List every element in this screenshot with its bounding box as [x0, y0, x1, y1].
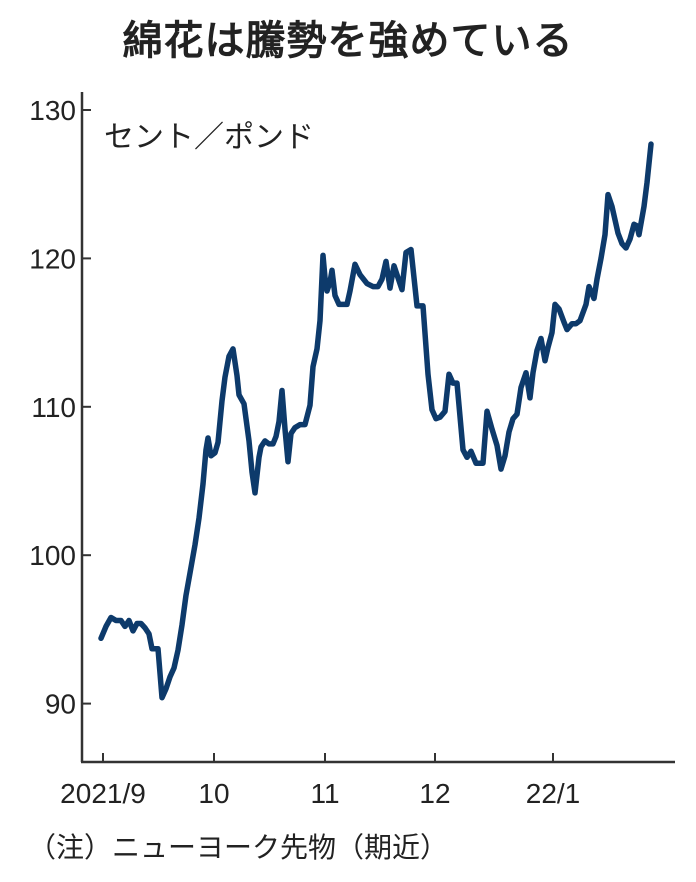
unit-label: セント／ポンド [104, 120, 314, 155]
x-tick-label: 22/1 [526, 778, 581, 809]
cotton-price-line [98, 141, 654, 701]
x-tick-label: 11 [310, 778, 339, 809]
chart-title: 綿花は騰勢を強めている [122, 18, 574, 64]
y-tick-label: 120 [29, 243, 76, 274]
x-tick-label: 10 [198, 778, 229, 809]
x-tick-label: 12 [419, 778, 450, 809]
x-axis: 2021/9 10 11 12 22/1 [60, 753, 675, 809]
footnote: （注）ニューヨーク先物（期近） [28, 831, 449, 864]
y-tick-label: 90 [45, 689, 76, 720]
y-axis: 130 120 110 100 90 [29, 92, 91, 762]
x-ticks: 2021/9 10 11 12 22/1 [60, 753, 580, 809]
y-tick-label: 130 [29, 95, 76, 126]
y-tick-label: 100 [29, 540, 76, 571]
y-tick-label: 110 [31, 392, 76, 423]
x-tick-label: 2021/9 [60, 778, 146, 809]
y-ticks: 130 120 110 100 90 [29, 95, 91, 720]
